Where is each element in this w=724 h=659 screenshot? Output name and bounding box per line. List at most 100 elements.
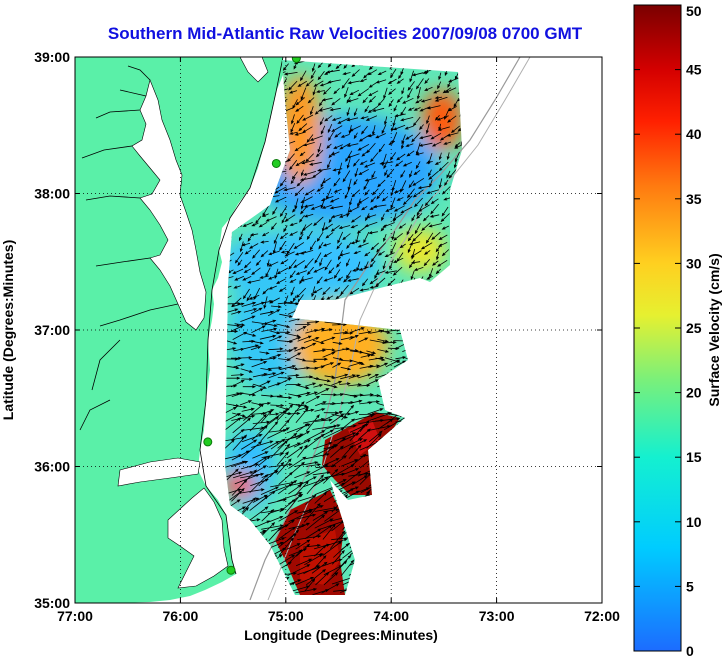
pamlico-sound bbox=[167, 487, 229, 589]
velocity-arrow bbox=[368, 364, 381, 368]
velocity-arrow bbox=[333, 393, 344, 397]
velocity-arrow bbox=[286, 446, 304, 459]
velocity-arrow bbox=[318, 107, 332, 112]
velocity-arrow bbox=[283, 72, 298, 76]
velocity-arrow bbox=[348, 206, 360, 213]
velocity-arrow bbox=[349, 125, 361, 132]
velocity-arrow bbox=[225, 471, 243, 478]
velocity-arrow bbox=[273, 233, 279, 245]
velocity-arrow bbox=[372, 125, 376, 136]
velocity-arrow bbox=[278, 471, 293, 485]
velocity-arrow bbox=[297, 444, 308, 458]
velocity-arrow bbox=[438, 234, 448, 240]
velocity-arrow bbox=[294, 471, 311, 479]
velocity-arrow bbox=[312, 339, 325, 345]
velocity-arrow bbox=[295, 558, 313, 567]
velocity-arrow bbox=[441, 249, 450, 257]
velocity-arrow bbox=[250, 307, 263, 315]
velocity-arrow bbox=[394, 113, 406, 118]
velocity-arrow bbox=[270, 222, 277, 231]
velocity-arrow bbox=[410, 250, 422, 258]
velocity-arrow bbox=[299, 70, 307, 82]
velocity-arrow bbox=[424, 78, 430, 84]
velocity-arrow bbox=[276, 451, 289, 466]
velocity-arrow bbox=[329, 107, 341, 112]
velocity-arrow bbox=[296, 114, 304, 124]
velocity-arrow bbox=[317, 142, 322, 153]
velocity-arrow bbox=[331, 151, 340, 156]
velocity-arrow bbox=[364, 177, 377, 182]
velocity-arrow bbox=[274, 196, 287, 203]
velocity-arrow bbox=[294, 461, 319, 467]
velocity-arrow bbox=[415, 99, 423, 104]
velocity-arrow bbox=[330, 413, 345, 425]
chesapeake-bay bbox=[131, 79, 207, 331]
velocity-arrow bbox=[363, 72, 370, 79]
velocity-arrow bbox=[303, 505, 324, 514]
velocity-arrow bbox=[303, 342, 317, 350]
velocity-arrow bbox=[353, 108, 358, 117]
velocity-arrow bbox=[260, 240, 269, 244]
velocity-arrow bbox=[331, 549, 345, 565]
velocity-arrow bbox=[354, 167, 359, 178]
velocity-arrow bbox=[353, 179, 358, 186]
velocity-arrow bbox=[391, 231, 396, 241]
velocity-arrow bbox=[303, 204, 314, 208]
velocity-arrow bbox=[251, 440, 274, 448]
velocity-arrow bbox=[408, 180, 415, 189]
velocity-arrow bbox=[339, 382, 351, 386]
velocity-arrow bbox=[294, 144, 305, 152]
velocity-arrow bbox=[390, 68, 397, 79]
velocity-arrow bbox=[426, 105, 441, 110]
velocity-arrow bbox=[231, 373, 245, 377]
velocity-arrow bbox=[297, 80, 308, 87]
velocity-arrow bbox=[413, 107, 421, 111]
velocity-arrow bbox=[367, 408, 384, 415]
velocity-arrow bbox=[289, 131, 298, 135]
velocity-arrow bbox=[239, 233, 243, 242]
velocity-arrow bbox=[310, 204, 324, 210]
velocity-arrow bbox=[280, 250, 289, 254]
coastline-detail bbox=[79, 57, 284, 575]
velocity-arrow bbox=[295, 357, 307, 362]
velocity-arrow bbox=[309, 135, 323, 141]
velocity-arrow bbox=[260, 368, 273, 372]
velocity-arrow bbox=[347, 278, 359, 282]
velocity-arrow bbox=[322, 352, 336, 358]
velocity-arrow bbox=[349, 89, 360, 96]
velocity-arrow bbox=[251, 361, 268, 368]
velocity-arrow bbox=[333, 269, 341, 279]
station-marker bbox=[203, 437, 213, 447]
velocity-arrow bbox=[326, 143, 332, 149]
colorbar-tick-label: 50 bbox=[686, 3, 702, 19]
velocity-arrow bbox=[260, 250, 269, 258]
velocity-arrow bbox=[258, 380, 271, 387]
velocity-arrow bbox=[297, 476, 317, 487]
velocity-arrow bbox=[331, 213, 343, 218]
velocity-arrow bbox=[259, 334, 277, 340]
velocity-arrow bbox=[387, 78, 397, 85]
velocity-arrow bbox=[400, 206, 413, 214]
velocity-arrow bbox=[231, 302, 245, 308]
velocity-arrow bbox=[332, 362, 342, 368]
velocity-arrow bbox=[287, 373, 300, 377]
velocity-arrow bbox=[429, 214, 440, 218]
velocity-arrow bbox=[251, 425, 268, 441]
velocity-arrow bbox=[248, 388, 264, 397]
velocity-arrow bbox=[396, 197, 404, 201]
velocity-arrow bbox=[359, 160, 368, 165]
velocity-arrow bbox=[435, 268, 441, 275]
velocity-arrow bbox=[332, 341, 343, 345]
velocity-arrow bbox=[260, 356, 277, 361]
velocity-arrow bbox=[250, 346, 262, 351]
velocity-arrow bbox=[441, 225, 450, 230]
velocity-arrow bbox=[258, 401, 272, 405]
colorbar-tick-label: 25 bbox=[686, 320, 702, 336]
velocity-arrow bbox=[249, 506, 269, 521]
velocity-arrow bbox=[275, 405, 290, 411]
velocity-arrow bbox=[360, 116, 369, 120]
velocity-arrow bbox=[361, 150, 368, 157]
velocity-arrow bbox=[232, 434, 248, 451]
velocity-arrow bbox=[327, 131, 334, 142]
velocity-arrow bbox=[419, 124, 424, 131]
